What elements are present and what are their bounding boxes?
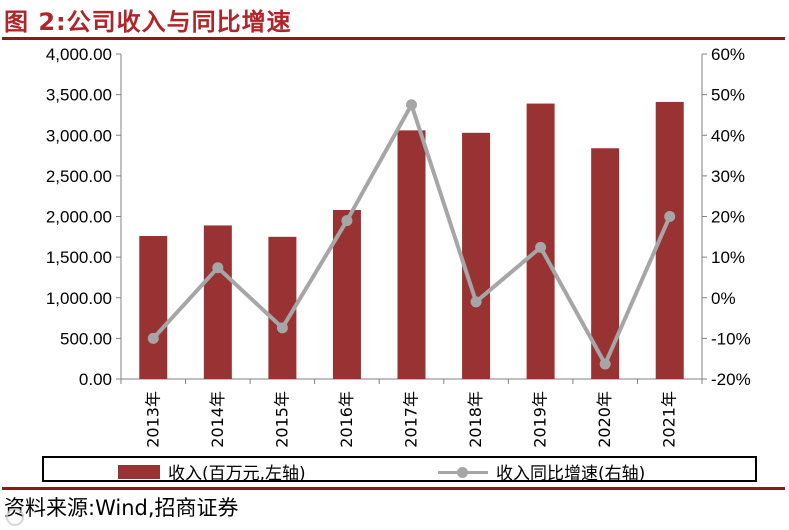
growth-point [341,215,353,227]
right-tick-label: 50% [711,86,745,105]
revenue-bar [139,236,168,379]
left-tick-label: 3,500.00 [46,86,112,105]
category-axis-ticks: 2013年 2014年 2015年 2016年 2017年 2018年 2019年 2020年… [120,379,703,448]
left-tick-label: 0.00 [79,370,112,389]
legend: 收入(百万元,左轴) 收入同比增速(右轴) [42,456,757,484]
revenue-bar [526,103,555,379]
figure-title: 图 2:公司收入与同比增速 [4,8,292,36]
left-tick-label: 2,500.00 [46,167,112,186]
legend-swatch-bar [118,464,160,479]
left-tick-label: 1,000.00 [46,289,112,308]
right-tick-label: -10% [711,329,751,348]
x-tick-label: 2019年 [531,391,550,448]
source-rule [2,487,785,490]
right-tick-label: 60% [711,45,745,64]
x-tick-label: 2015年 [272,391,291,448]
revenue-bar [203,225,232,379]
left-tick-label: 2,000.00 [46,208,112,227]
growth-point [147,332,159,344]
x-tick-label: 2016年 [337,391,356,448]
watermark-icon [6,508,24,526]
title-rule [2,37,785,40]
growth-point [406,99,417,111]
growth-point [535,241,547,253]
growth-point [470,296,482,308]
line-series [147,99,676,370]
x-tick-label: 2020年 [595,391,614,448]
right-axis-ticks: -20% -10% 0% 10% 20% 30% 40% 50% 60% [702,45,751,389]
x-tick-label: 2014年 [208,391,227,448]
right-tick-label: 30% [711,167,745,186]
growth-point [599,358,611,370]
legend-item-growth: 收入同比增速(右轴) [438,459,645,484]
growth-point [664,211,676,222]
revenue-bar [462,132,491,379]
legend-swatch-line [438,465,488,479]
x-tick-label: 2021年 [660,391,679,448]
x-tick-label: 2017年 [402,391,421,448]
right-tick-label: 0% [711,289,736,308]
right-tick-label: 10% [711,248,745,267]
growth-point [276,322,288,334]
left-tick-label: 4,000.00 [46,45,112,64]
source-note: 资料来源:Wind,招商证券 [4,496,239,520]
combo-chart: 0.00 500.00 1,000.00 1,500.00 2,000.00 2,500.… [46,45,751,448]
growth-point [212,262,224,274]
left-tick-label: 3,000.00 [46,126,112,145]
legend-item-revenue: 收入(百万元,左轴) [118,459,306,484]
left-tick-label: 1,500.00 [46,248,112,267]
right-tick-label: 40% [711,126,745,145]
revenue-bar [268,236,297,379]
legend-label-revenue: 收入(百万元,左轴) [168,464,306,484]
left-axis-ticks: 0.00 500.00 1,000.00 1,500.00 2,000.00 2,500.… [46,45,121,389]
left-tick-label: 500.00 [60,329,112,348]
legend-label-growth: 收入同比增速(右轴) [496,464,646,484]
x-tick-label: 2018年 [466,391,485,448]
revenue-bar [397,130,426,379]
x-tick-label: 2013年 [143,391,162,448]
bar-series [139,101,684,379]
right-tick-label: 20% [711,208,745,227]
right-tick-label: -20% [711,370,751,389]
